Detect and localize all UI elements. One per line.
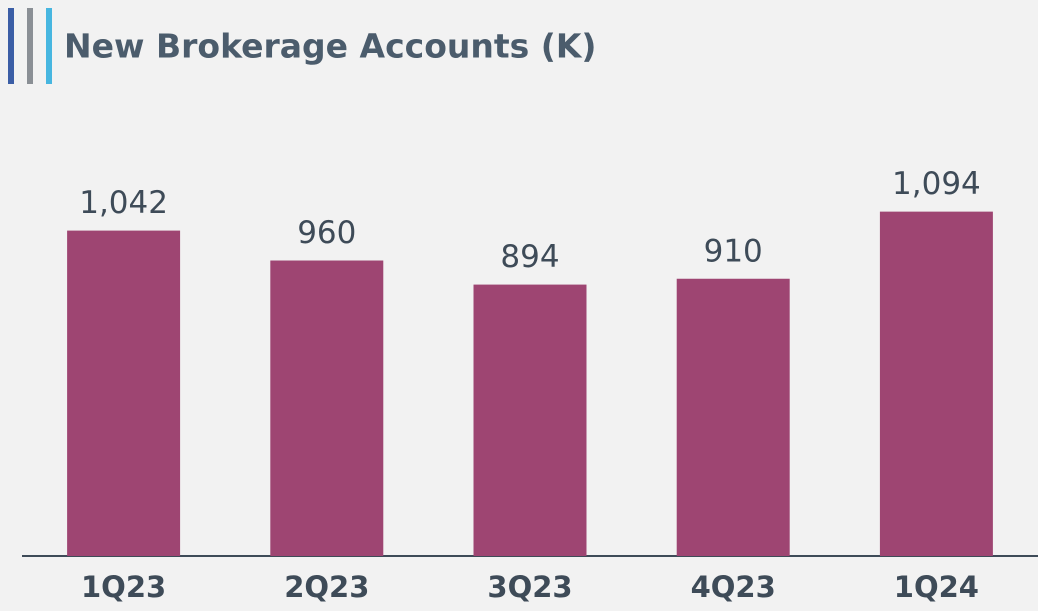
x-tick-label: 1Q23 (81, 570, 166, 604)
value-label: 1,094 (892, 166, 981, 202)
bar (67, 230, 181, 557)
title-accent (46, 8, 52, 84)
value-label: 960 (297, 215, 356, 251)
title-accent (27, 8, 33, 84)
value-label: 1,042 (79, 185, 168, 221)
x-tick-label: 2Q23 (284, 570, 369, 604)
x-tick-label: 1Q24 (894, 570, 979, 604)
bar (676, 278, 790, 556)
bar (473, 284, 587, 556)
value-label: 910 (704, 233, 763, 269)
bar (270, 260, 384, 556)
title-accent (8, 8, 14, 84)
bar (879, 211, 993, 557)
x-tick-label: 4Q23 (691, 570, 776, 604)
value-label: 894 (500, 239, 559, 275)
chart-title: New Brokerage Accounts (K) (64, 27, 597, 66)
x-tick-label: 3Q23 (487, 570, 572, 604)
